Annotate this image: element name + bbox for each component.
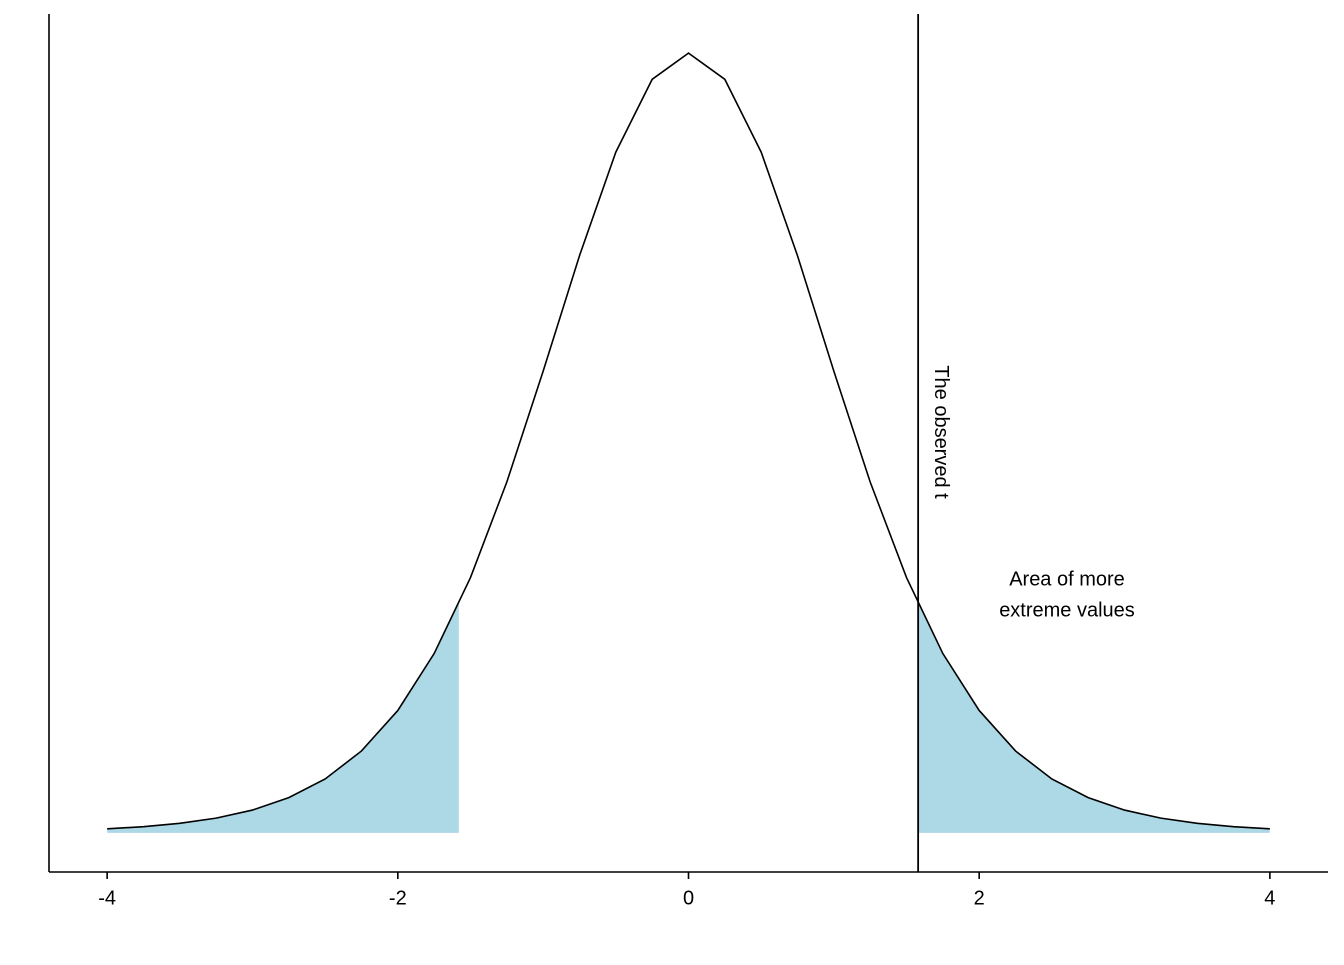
x-tick-label: 0 bbox=[683, 887, 694, 909]
x-tick-label: 2 bbox=[974, 887, 985, 909]
shaded-area bbox=[107, 601, 459, 833]
annotation: Area of more bbox=[1009, 568, 1125, 590]
annotation: extreme values bbox=[999, 599, 1135, 621]
x-tick-label: 4 bbox=[1264, 887, 1275, 909]
x-tick-label: -4 bbox=[98, 887, 116, 909]
shaded-area bbox=[918, 601, 1270, 833]
observed-label: The observed t bbox=[930, 365, 952, 499]
x-tick-label: -2 bbox=[389, 887, 407, 909]
density-line bbox=[107, 52, 1270, 830]
